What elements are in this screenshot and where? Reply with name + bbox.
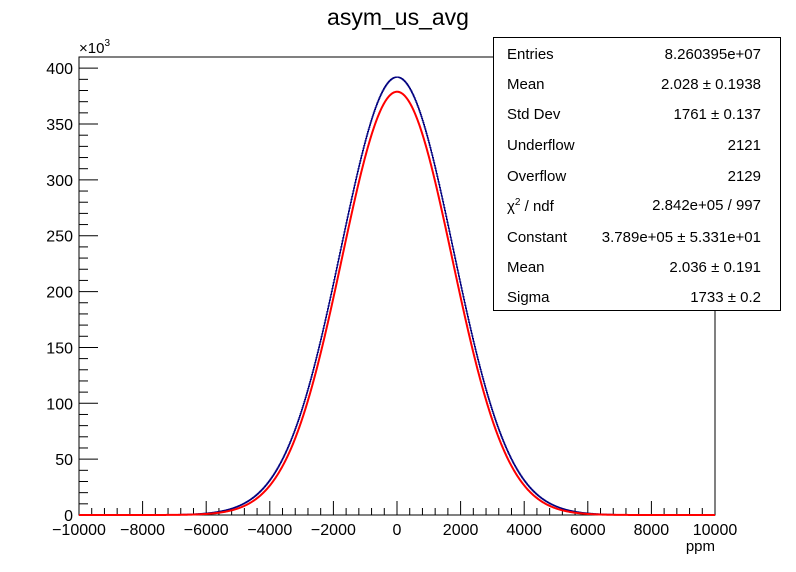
stat-name: Mean [507,76,545,93]
stat-name: Constant [507,229,568,246]
y-tick-label: 0 [64,508,73,525]
chi-symbol: χ [507,198,515,215]
stat-name: Underflow [507,137,575,154]
x-tick-label: −10000 [52,522,106,539]
stat-value: 2.036 ± 0.191 [669,259,761,276]
curves [79,76,715,516]
x-tick-label: 4000 [506,522,542,539]
y-axis-multiplier: ×103 [79,38,110,57]
y-multiplier-exponent: 3 [104,38,110,49]
x-tick-label: −8000 [120,522,165,539]
axes: −10000 −8000 −6000 −4000 −2000 0 2000 4000 6000 8… [46,38,737,555]
y-tick-label: 350 [46,117,73,134]
stat-row-sigma: Sigma 1733 ± 0.2 [494,289,780,319]
x-tick-label: 2000 [443,522,479,539]
x-tick-label: −2000 [311,522,356,539]
stat-value: 1761 ± 0.137 [673,106,761,123]
stat-value: 2129 [727,168,761,185]
stat-name: Overflow [507,168,567,185]
stat-row-std-dev: Std Dev 1761 ± 0.137 [494,106,780,136]
chart-title: asym_us_avg [327,4,469,30]
y-tick-label: 150 [46,340,73,357]
stat-row-mean: Mean 2.028 ± 0.1938 [494,76,780,106]
stat-name: Entries [507,46,554,63]
y-tick-label: 50 [55,452,73,469]
stat-row-fit-mean: Mean 2.036 ± 0.191 [494,259,780,289]
stat-row-entries: Entries 8.260395e+07 [494,46,780,76]
x-tick-label: 6000 [570,522,606,539]
x-tick-label: −4000 [247,522,292,539]
y-tick-label: 200 [46,285,73,302]
stat-value: 3.789e+05 ± 5.331e+01 [601,229,761,246]
y-tick-label: 100 [46,396,73,413]
stat-name: χ2 / ndf [507,197,554,215]
x-axis-label: ppm [686,538,715,555]
y-tick-label: 400 [46,61,73,78]
stats-box: Entries 8.260395e+07 Mean 2.028 ± 0.1938… [493,37,781,311]
stat-row-underflow: Underflow 2121 [494,137,780,167]
stat-value: 2121 [727,137,761,154]
gaussian-fit-series [79,90,715,516]
y-multiplier-base: ×10 [79,40,104,57]
chi-exponent: 2 [514,197,521,208]
stat-name: Sigma [507,289,550,306]
stat-value: 2.842e+05 / 997 [652,197,761,214]
y-tick-label: 300 [46,173,73,190]
stat-name: Mean [507,259,545,276]
y-tick-label: 250 [46,229,73,246]
stat-row-constant: Constant 3.789e+05 ± 5.331e+01 [494,229,780,259]
stat-value: 1733 ± 0.2 [690,289,761,306]
x-tick-label: 8000 [634,522,670,539]
x-tick-label: 10000 [693,522,738,539]
x-tick-label: −6000 [184,522,229,539]
stat-row-chi2-ndf: χ2 / ndf 2.842e+05 / 997 [494,197,780,227]
ndf-label: / ndf [520,198,554,215]
stat-value: 2.028 ± 0.1938 [661,76,761,93]
stat-name: Std Dev [507,106,561,123]
x-tick-label: 0 [393,522,402,539]
stat-row-overflow: Overflow 2129 [494,168,780,198]
stat-value: 8.260395e+07 [664,46,761,63]
